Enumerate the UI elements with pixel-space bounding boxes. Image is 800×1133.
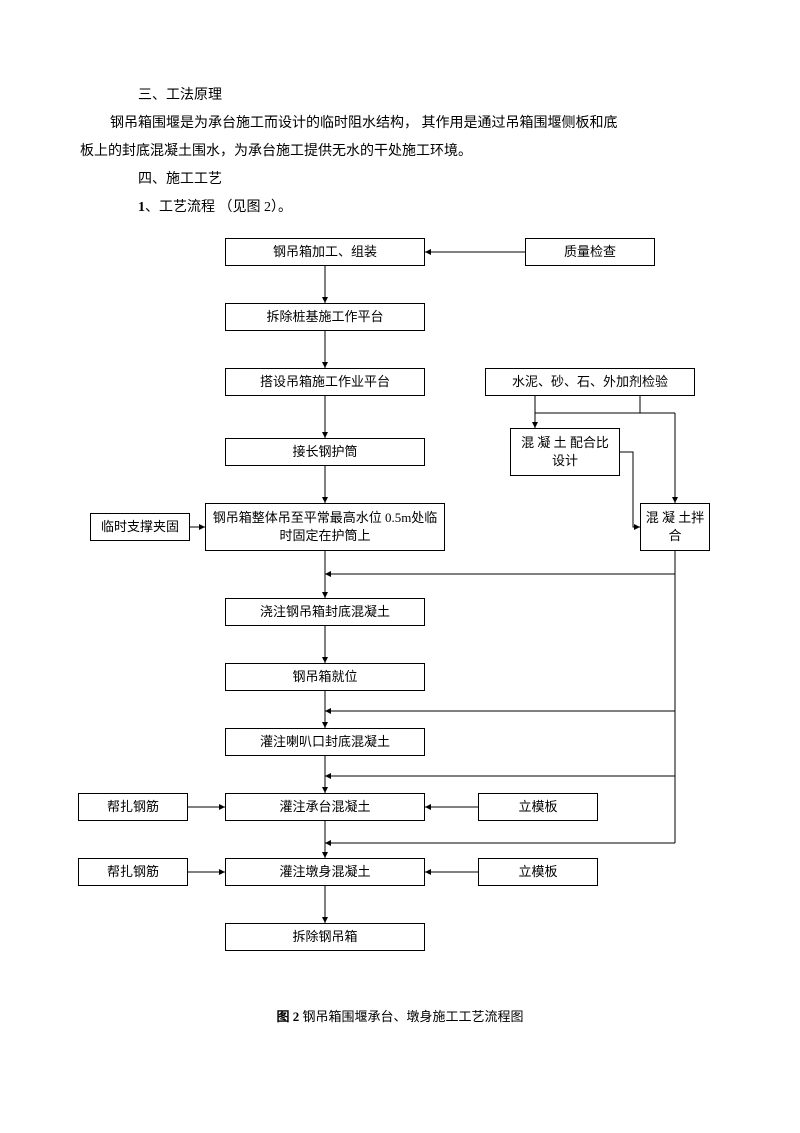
flow-node-q1: 质量检查 bbox=[525, 238, 655, 266]
flow-node-n11: 拆除钢吊箱 bbox=[225, 923, 425, 951]
flow-node-r1: 水泥、砂、石、外加剂检验 bbox=[485, 368, 695, 396]
heading-3: 三、工法原理 bbox=[0, 82, 800, 110]
paragraph-1: 钢吊箱围堰是为承台施工而设计的临时阻水结构， 其作用是通过吊箱围堰侧板和底 bbox=[0, 110, 800, 138]
flow-node-n7: 钢吊箱就位 bbox=[225, 663, 425, 691]
flow-node-n4: 接长钢护筒 bbox=[225, 438, 425, 466]
flow-node-n10: 灌注墩身混凝土 bbox=[225, 858, 425, 886]
flow-node-n1: 钢吊箱加工、组装 bbox=[225, 238, 425, 266]
flow-node-l1: 临时支撑夹固 bbox=[90, 513, 190, 541]
flow-node-n9: 灌注承台混凝土 bbox=[225, 793, 425, 821]
flow-node-n3: 搭设吊箱施工作业平台 bbox=[225, 368, 425, 396]
flow-node-n5: 钢吊箱整体吊至平常最高水位 0.5m处临时固定在护筒上 bbox=[205, 503, 445, 551]
document-page: 三、工法原理 钢吊箱围堰是为承台施工而设计的临时阻水结构， 其作用是通过吊箱围堰… bbox=[0, 0, 800, 1133]
flow-node-n6: 浇注钢吊箱封底混凝土 bbox=[225, 598, 425, 626]
flow-node-n8: 灌注喇叭口封底混凝土 bbox=[225, 728, 425, 756]
flow-node-r3: 混 凝 土拌合 bbox=[640, 503, 710, 551]
flow-node-n2: 拆除桩基施工作平台 bbox=[225, 303, 425, 331]
flow-node-r2: 混 凝 土 配合比设计 bbox=[510, 428, 620, 476]
flowchart: 钢吊箱加工、组装 质量检查拆除桩基施工作平台搭设吊箱施工作业平台 水泥、砂、石、外加… bbox=[0, 228, 800, 988]
flow-node-l9: 帮扎钢筋 bbox=[78, 793, 188, 821]
list-text: 、工艺流程 （见图 2）。 bbox=[145, 200, 292, 215]
flow-node-r9: 立模板 bbox=[478, 793, 598, 821]
paragraph-3: 1、工艺流程 （见图 2）。 bbox=[0, 194, 800, 222]
paragraph-2: 板上的封底混凝土围水，为承台施工提供无水的干处施工环境。 bbox=[0, 138, 800, 166]
flow-node-r10: 立模板 bbox=[478, 858, 598, 886]
flow-node-l10: 帮扎钢筋 bbox=[78, 858, 188, 886]
list-number: 1 bbox=[138, 200, 145, 215]
heading-4: 四、施工工艺 bbox=[0, 166, 800, 194]
